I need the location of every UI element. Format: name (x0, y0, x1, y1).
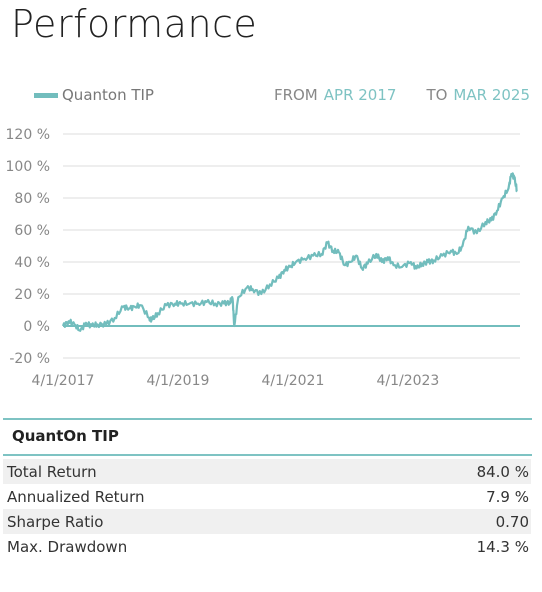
stat-value: 0.70 (495, 512, 529, 531)
x-tick-label: 4/1/2017 (32, 373, 95, 389)
series-line-quanton-tip (61, 172, 518, 332)
stats-row-annualized-return: Annualized Return 7.9 % (3, 484, 531, 509)
date-range: FROM APR 2017 TO MAR 2025 (274, 86, 530, 104)
stat-value: 84.0 % (476, 462, 529, 481)
x-tick-label: 4/1/2019 (147, 373, 210, 389)
y-tick-label: 0 % (23, 319, 50, 335)
stat-label: Annualized Return (7, 487, 145, 506)
chart-legend[interactable]: Quanton TIP (34, 86, 154, 104)
x-tick-label: 4/1/2021 (261, 373, 324, 389)
stats-table: Total Return 84.0 % Annualized Return 7.… (3, 459, 531, 559)
legend-swatch (34, 92, 58, 98)
y-tick-label: 40 % (14, 255, 50, 271)
y-tick-label: 80 % (14, 191, 50, 207)
stat-value: 14.3 % (476, 537, 529, 556)
page-title: Performance (11, 2, 258, 46)
range-from-label: FROM (273, 86, 318, 104)
range-from-value[interactable]: APR 2017 (323, 86, 397, 104)
stats-header: QuantOn TIP (3, 418, 532, 456)
stat-label: Max. Drawdown (7, 537, 128, 556)
stats-heading: QuantOn TIP (12, 427, 119, 445)
y-tick-label: 100 % (6, 159, 50, 175)
y-tick-label: -20 % (9, 351, 50, 367)
x-tick-label: 4/1/2023 (376, 373, 439, 389)
performance-chart: 120 % 100 % 80 % 60 % 40 % 20 % 0 % -20 % 4/1/20… (6, 127, 520, 389)
y-tick-label: 120 % (6, 127, 50, 143)
stats-row-total-return: Total Return 84.0 % (3, 459, 531, 484)
stat-label: Total Return (7, 462, 97, 481)
range-to-value[interactable]: MAR 2025 (453, 86, 530, 104)
legend-label: Quanton TIP (62, 86, 154, 104)
y-tick-label: 60 % (14, 223, 50, 239)
stats-row-max-drawdown: Max. Drawdown 14.3 % (3, 534, 531, 559)
stats-row-sharpe-ratio: Sharpe Ratio 0.70 (3, 509, 531, 534)
range-to-label: TO (426, 86, 448, 104)
stat-value: 7.9 % (486, 487, 529, 506)
y-tick-label: 20 % (14, 287, 50, 303)
stat-label: Sharpe Ratio (7, 512, 104, 531)
